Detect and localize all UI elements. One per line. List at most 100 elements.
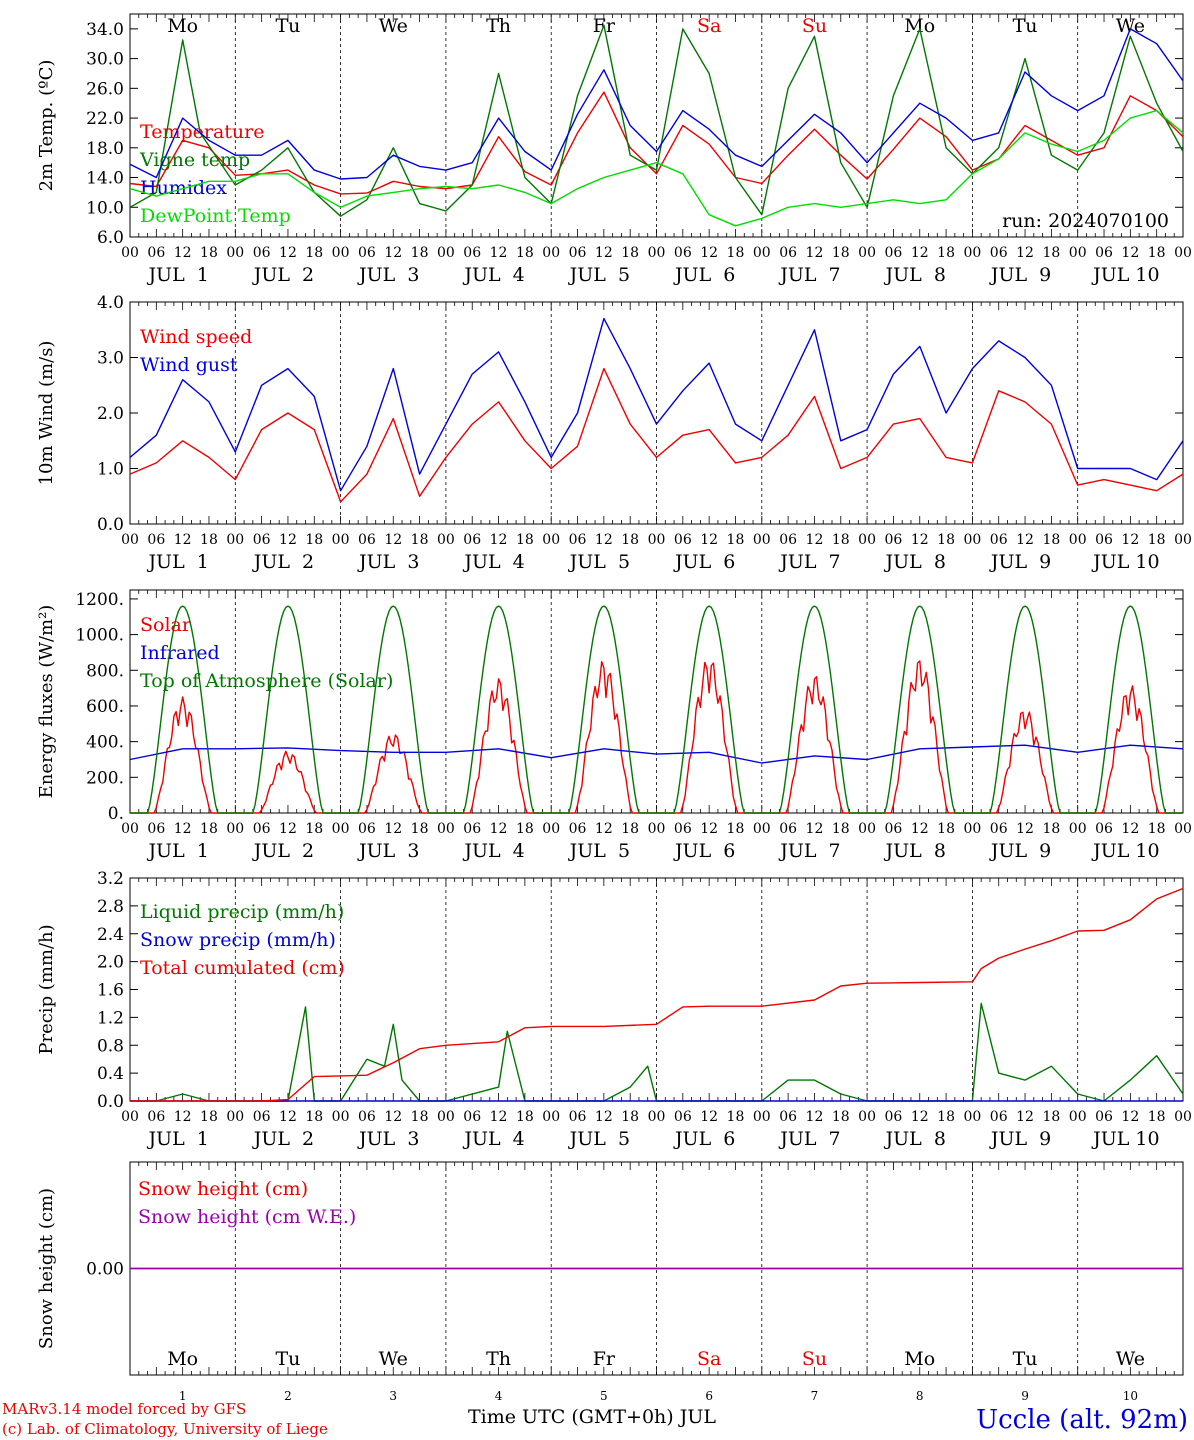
panel-energy: 0. 200. 400. 600. 800. 1000. 1200. Energy fluxe…: [36, 589, 1192, 862]
hour-tick-label: 06: [1095, 245, 1113, 261]
day-number-label: 4: [495, 1389, 503, 1403]
date-label: JUL 3: [357, 840, 419, 862]
weekday-label: Tu: [275, 15, 300, 37]
hour-tick-label: 00: [332, 1109, 350, 1125]
day-number-label: 1: [179, 1389, 187, 1403]
y-tick-label: 600.: [86, 697, 124, 717]
date-label: JUL 3: [357, 264, 419, 286]
hour-tick-label: 00: [963, 532, 981, 548]
panel-snow: 0.00 Snow height (cm) Mo 1 Tu 2 We 3 Th 4 Fr 5 Sa 6 Su…: [36, 1161, 1184, 1403]
day-number-label: 7: [811, 1389, 819, 1403]
hour-tick-label: 12: [384, 1109, 402, 1125]
legend-entry: DewPoint Temp: [140, 205, 291, 227]
hour-tick-label: 18: [727, 245, 745, 261]
hour-tick-label: 18: [832, 245, 850, 261]
date-label: JUL 2: [252, 840, 314, 862]
date-label: JUL 1: [146, 264, 208, 286]
hour-tick-label: 06: [1095, 1109, 1113, 1125]
hour-tick-label: 06: [463, 245, 481, 261]
hour-tick-label: 18: [200, 532, 218, 548]
hour-tick-label: 18: [1148, 532, 1166, 548]
hour-tick-label: 12: [595, 532, 613, 548]
station-label: Uccle (alt. 92m): [976, 1405, 1188, 1435]
hour-tick-label: 06: [463, 821, 481, 837]
legend-entry: Total cumulated (cm): [140, 957, 345, 979]
hour-tick-label: 18: [621, 245, 639, 261]
hour-tick-label: 00: [1174, 245, 1192, 261]
date-label: JUL 6: [673, 1128, 735, 1150]
hour-tick-label: 18: [516, 821, 534, 837]
series-line-wind-gust: [129, 317, 1184, 492]
date-label: JUL 8: [884, 1128, 946, 1150]
date-label: JUL 9: [989, 840, 1051, 862]
hour-tick-label: 06: [569, 245, 587, 261]
hour-tick-label: 18: [621, 532, 639, 548]
series-line-total-cumulated-cm: [130, 887, 1184, 1102]
hour-tick-label: 18: [832, 821, 850, 837]
date-label: JUL 5: [568, 264, 630, 286]
hour-tick-label: 00: [542, 1109, 560, 1125]
hour-tick-label: 18: [937, 245, 955, 261]
x-axis-label: Time UTC (GMT+0h) JUL: [468, 1406, 716, 1428]
date-label: JUL 2: [252, 1128, 314, 1150]
y-tick-label: 0.4: [97, 1064, 124, 1084]
hour-tick-label: 12: [174, 821, 192, 837]
hour-tick-label: 18: [1148, 245, 1166, 261]
hour-tick-label: 12: [806, 245, 824, 261]
hour-tick-label: 00: [1174, 821, 1192, 837]
weekday-label: Tu: [1013, 1348, 1038, 1370]
hour-tick-label: 12: [490, 821, 508, 837]
hour-tick-label: 00: [648, 821, 666, 837]
hour-tick-label: 12: [911, 1109, 929, 1125]
series-line-top-of-atmosphere-solar: [130, 605, 1183, 814]
hour-tick-label: 00: [753, 532, 771, 548]
hour-tick-label: 06: [885, 532, 903, 548]
y-tick-label: 800.: [86, 661, 124, 681]
y-tick-label: 400.: [86, 733, 124, 753]
weekday-label: Mo: [904, 15, 935, 37]
hour-tick-label: 12: [1121, 1109, 1139, 1125]
date-label: JUL 1: [146, 551, 208, 573]
date-label: JUL 10: [1091, 264, 1159, 286]
weekday-label: We: [1116, 1348, 1145, 1370]
y-tick-label: 1.6: [97, 981, 124, 1001]
hour-tick-label: 00: [437, 1109, 455, 1125]
hour-tick-label: 00: [753, 1109, 771, 1125]
hour-tick-label: 18: [411, 1109, 429, 1125]
hour-tick-label: 12: [174, 245, 192, 261]
hour-tick-label: 06: [358, 821, 376, 837]
date-label: JUL 1: [146, 840, 208, 862]
weekday-label: Th: [486, 1348, 511, 1370]
y-tick-label: 6.0: [97, 228, 124, 248]
hour-tick-label: 00: [648, 245, 666, 261]
hour-tick-label: 06: [147, 245, 165, 261]
hour-tick-label: 00: [1174, 532, 1192, 548]
hour-tick-label: 06: [674, 821, 692, 837]
series-line-vigne-temp: [129, 24, 1184, 217]
y-axis-label: Snow height (cm): [36, 1188, 57, 1349]
date-label: JUL 7: [778, 264, 840, 286]
hour-tick-label: 00: [1069, 1109, 1087, 1125]
legend-entry: Top of Atmosphere (Solar): [140, 670, 393, 692]
run-label: run: 2024070100: [1002, 210, 1169, 232]
hour-tick-label: 00: [1069, 532, 1087, 548]
hour-tick-label: 06: [358, 1109, 376, 1125]
legend-entry: Infrared: [140, 642, 220, 664]
hour-tick-label: 00: [753, 821, 771, 837]
panel-wind: 0.0 1.0 2.0 3.0 4.0 10m Wind (m/s) 00 06 12 18 JUL…: [36, 293, 1192, 573]
date-label: JUL 4: [462, 264, 524, 286]
hour-tick-label: 00: [226, 821, 244, 837]
y-tick-label: 0.0: [97, 515, 124, 535]
y-tick-label: 1000.: [75, 626, 124, 646]
hour-tick-label: 12: [490, 1109, 508, 1125]
hour-tick-label: 06: [779, 821, 797, 837]
hour-tick-label: 12: [595, 245, 613, 261]
weekday-label: Sa: [697, 15, 721, 37]
hour-tick-label: 18: [1042, 821, 1060, 837]
y-tick-label: 2.8: [97, 897, 124, 917]
hour-tick-label: 18: [200, 821, 218, 837]
y-tick-label: 2.4: [97, 925, 124, 945]
hour-tick-label: 06: [779, 1109, 797, 1125]
hour-tick-label: 18: [727, 1109, 745, 1125]
hour-tick-label: 12: [384, 245, 402, 261]
